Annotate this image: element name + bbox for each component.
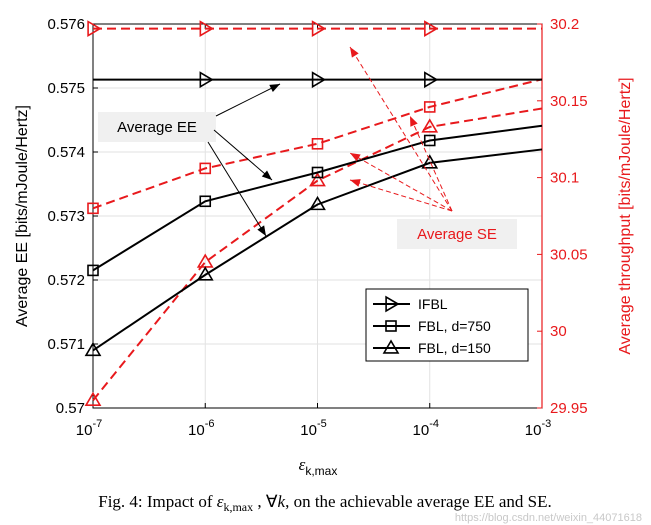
ee-point-ifbl [199, 71, 214, 89]
se-line-fbl-d-150 [92, 107, 543, 401]
y-tick-label-left: 0.573 [47, 208, 85, 225]
se-arrow-ifbl [349, 46, 453, 212]
y-tick-label-right: 30.15 [550, 93, 588, 110]
legend-label-ifbl: IFBL [418, 296, 448, 312]
legend-marker [382, 339, 400, 354]
annotation-se-arrows [349, 46, 453, 212]
annotation-ee-box [98, 112, 216, 142]
ee-arrow-fbl-750-shaft [213, 129, 273, 181]
se-arrow-fbl-750-head [350, 153, 361, 162]
y-tick-label-left: 0.57 [56, 400, 85, 417]
se-point-ifbl [311, 20, 327, 38]
legend-label-fbl-150: FBL, d=150 [418, 340, 491, 356]
se-arrow-top-shaft [409, 115, 453, 212]
series-layer [84, 20, 543, 407]
y-tick-label-right: 30.2 [550, 16, 579, 33]
se-point-fbl-d-750 [311, 138, 324, 150]
axes-ticks: 10-7 10-6 10-5 10-4 10-3 0.57 0.571 0.572 0.573 0… [47, 16, 587, 439]
ee-point-ifbl [311, 71, 327, 89]
se-point-fbl-d-750 [199, 162, 212, 175]
x-tick-label: 10-7 [76, 418, 102, 439]
ee-arrow-fbl-150-head [257, 225, 266, 236]
ee-line-fbl-d-750 [92, 124, 543, 272]
ee-point-fbl-d-750 [199, 195, 212, 208]
annotation-average-se: Average SE [349, 46, 517, 249]
y-tick-label-right: 30.05 [550, 246, 588, 263]
se-point-ifbl [424, 20, 439, 38]
legend: IFBL FBL, d=750 FBL, d=150 [365, 288, 529, 362]
se-arrow-fbl-750-shaft [349, 152, 453, 212]
x-tick-label: 10-6 [188, 418, 214, 439]
ee-point-fbl-d-750 [423, 134, 436, 147]
ee-point-fbl-d-150 [84, 341, 102, 357]
annotation-ee-arrows [207, 83, 281, 237]
ee-arrow-fbl-750-head [261, 170, 272, 180]
y-tick-label-right: 30.1 [550, 170, 579, 187]
se-point-ifbl [199, 20, 214, 38]
ee-arrow-fbl-750 [213, 129, 273, 181]
ee-arrow-ifbl-shaft [215, 83, 281, 117]
se-arrow-top [409, 115, 453, 212]
legend-label-fbl-750: FBL, d=750 [418, 318, 491, 334]
ee-arrow-fbl-150 [207, 141, 267, 237]
legend-marker [385, 295, 400, 313]
se-arrow-fbl-750 [349, 152, 453, 212]
ee-point-fbl-d-150 [421, 154, 439, 169]
se-point-fbl-d-750 [87, 202, 99, 215]
se-arrow-fbl-150-shaft [349, 179, 453, 212]
ee-arrow-ifbl-head [269, 84, 280, 93]
ee-arrow-ifbl [215, 83, 281, 117]
y-tick-label-right: 29.95 [550, 400, 588, 417]
x-tick-label: 10-3 [525, 418, 551, 439]
y-axis-label-left: Average EE [bits/mJoule/Hertz] [14, 105, 31, 327]
figure-caption: Fig. 4: Impact of εk,max , ∀k, on the ac… [98, 492, 552, 514]
annotation-se-text: Average SE [417, 226, 497, 243]
y-tick-label-left: 0.572 [47, 272, 85, 289]
legend-marker [385, 320, 397, 332]
x-tick-label: 10-5 [300, 418, 326, 439]
annotation-ee-text: Average EE [117, 119, 197, 136]
y-tick-label-left: 0.576 [47, 16, 85, 33]
se-point-fbl-d-750 [423, 101, 436, 113]
se-arrow-fbl-150 [349, 179, 453, 212]
se-arrow-fbl-150-head [350, 179, 361, 187]
y-axis-label-right: Average throughput [bits/mJoule/Hertz] [617, 77, 634, 354]
y-tick-label-left: 0.574 [47, 144, 85, 161]
se-point-ifbl [87, 20, 102, 38]
x-axis-label: εk,max [299, 455, 338, 478]
ee-point-fbl-d-150 [196, 266, 214, 281]
se-arrow-ifbl-head [350, 47, 359, 58]
se-arrow-top-head [410, 116, 418, 127]
annotation-se-box [397, 219, 517, 249]
se-point-fbl-d-150 [84, 391, 102, 407]
ee-point-ifbl [424, 71, 439, 89]
y-tick-label-right: 30 [550, 323, 567, 340]
grid [93, 24, 542, 408]
y-tick-label-left: 0.571 [47, 336, 85, 353]
y-tick-label-left: 0.575 [47, 80, 85, 97]
ee-point-fbl-d-750 [87, 264, 99, 277]
ee-point-fbl-d-150 [309, 195, 326, 211]
watermark: https://blog.csdn.net/weixin_44071618 [455, 512, 642, 524]
x-tick-label: 10-4 [413, 418, 439, 439]
se-point-fbl-d-150 [421, 118, 439, 133]
ee-point-fbl-d-750 [311, 166, 324, 179]
ee-line-fbl-d-150 [92, 148, 543, 352]
annotation-average-ee: Average EE [98, 83, 281, 237]
se-arrow-ifbl-shaft [349, 46, 453, 212]
se-point-fbl-d-150 [309, 172, 326, 187]
ee-arrow-fbl-150-shaft [207, 141, 267, 237]
